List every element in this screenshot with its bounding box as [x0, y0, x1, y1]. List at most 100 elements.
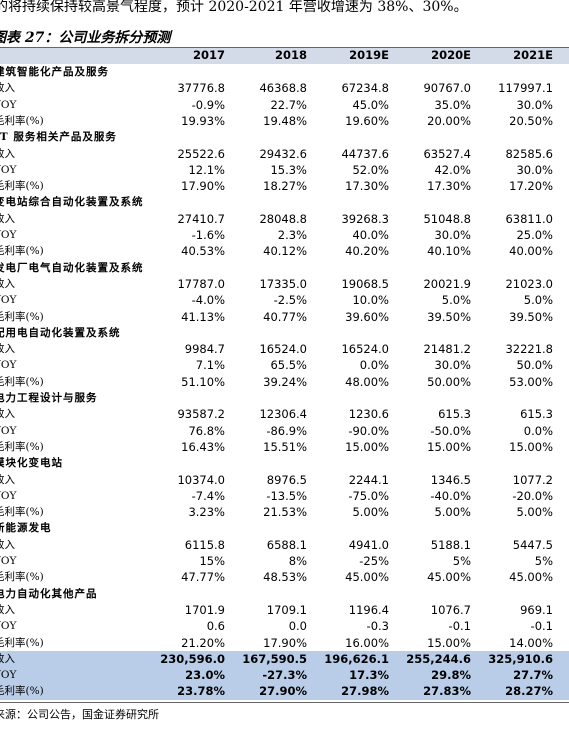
cell-value: 39268.3	[341, 211, 389, 226]
cell-value: 17335.0	[259, 276, 307, 291]
cell-value: 5.00%	[516, 505, 553, 520]
cell-value: 15.00%	[427, 635, 471, 650]
row-label: 收入	[0, 603, 15, 616]
row-label: 毛利率(%)	[0, 375, 44, 388]
cell-value: 5447.5	[512, 537, 553, 552]
cell-value: 27.83%	[423, 684, 471, 699]
row-label: YOY	[0, 294, 17, 307]
column-header: 2020E	[431, 48, 471, 62]
row-label: 毛利率(%)	[0, 114, 44, 127]
cell-value: 1701.9	[184, 602, 225, 617]
cell-value: -40.0%	[430, 488, 471, 503]
column-header: 2021E	[513, 48, 553, 62]
table-title: 图表 27：公司业务拆分预测	[0, 30, 171, 46]
cell-value: 45.00%	[427, 570, 471, 585]
total-band	[0, 650, 569, 700]
cell-value: 52.0%	[352, 162, 389, 177]
row-label: YOY	[0, 359, 17, 372]
cell-value: 10374.0	[177, 472, 225, 487]
cell-value: 42.0%	[434, 162, 471, 177]
cell-value: -50.0%	[430, 423, 471, 438]
cell-value: 16.00%	[345, 635, 389, 650]
cell-value: 15.51%	[263, 439, 307, 454]
cell-value: -27.3%	[262, 668, 307, 683]
cell-value: 27.7%	[513, 668, 553, 683]
row-label: 毛利率(%)	[0, 636, 44, 649]
cell-value: 10.0%	[352, 293, 389, 308]
section-title: 配用电自动化装置及系统	[0, 326, 121, 339]
cell-value: 22.7%	[270, 97, 307, 112]
cell-value: 39.60%	[345, 309, 389, 324]
cell-value: 40.77%	[263, 309, 307, 324]
cell-value: 969.1	[520, 602, 553, 617]
cell-value: 1076.7	[430, 602, 471, 617]
row-label: YOY	[0, 163, 17, 176]
cell-value: 15.00%	[509, 439, 553, 454]
row-label: 毛利率(%)	[0, 506, 44, 519]
cell-value: 23.78%	[177, 684, 225, 699]
cell-value: 1196.4	[348, 602, 389, 617]
cell-value: 32221.8	[505, 342, 553, 357]
row-label: 收入	[0, 408, 15, 421]
row-label: 毛利率(%)	[0, 180, 44, 193]
cell-value: -0.3	[366, 619, 389, 634]
cell-value: 2.3%	[277, 228, 307, 242]
cell-value: 20.50%	[509, 113, 553, 128]
cell-value: 51.10%	[181, 374, 225, 389]
cell-value: 255,244.6	[406, 651, 471, 666]
cell-value: 50.00%	[427, 374, 471, 389]
cell-value: 19.60%	[345, 113, 389, 128]
cell-value: 8976.5	[266, 472, 307, 487]
section-title: IT 服务相关产品及服务	[0, 131, 117, 144]
cell-value: 44737.6	[341, 146, 389, 161]
row-label: 收入	[0, 538, 15, 551]
column-header: 2019E	[349, 48, 389, 62]
cell-value: 17.20%	[509, 179, 553, 194]
section-title: 新能源发电	[0, 522, 52, 535]
cell-value: 17.90%	[263, 635, 307, 650]
row-label: 收入	[0, 147, 15, 160]
cell-value: 29.8%	[431, 668, 471, 683]
cell-value: 6115.8	[184, 537, 225, 552]
cell-value: 15.3%	[270, 162, 307, 177]
cell-value: 30.0%	[434, 358, 471, 373]
cell-value: 37776.8	[177, 81, 225, 96]
cell-value: 47.77%	[181, 570, 225, 585]
cell-value: -20.0%	[512, 488, 553, 503]
cell-value: 45.00%	[345, 570, 389, 585]
cell-value: -90.0%	[348, 423, 389, 438]
cell-value: -1.6%	[191, 228, 225, 242]
cell-value: 82585.6	[505, 146, 553, 161]
cell-value: 117997.1	[498, 81, 553, 96]
column-header: 2018	[274, 48, 307, 62]
cell-value: 35.0%	[434, 97, 471, 112]
cell-value: 40.12%	[263, 244, 307, 259]
cell-value: 17.90%	[181, 179, 225, 194]
cell-value: 0.0%	[359, 358, 389, 373]
cell-value: -75.0%	[348, 488, 389, 503]
intro-text: 的将持续保持较高景气程度，预计 2020-2021 年营收增速为 38%、30%…	[0, 0, 468, 15]
cell-value: 2244.1	[348, 472, 389, 487]
cell-value: 5188.1	[430, 537, 471, 552]
row-label: YOY	[0, 98, 17, 111]
cell-value: 63527.4	[423, 146, 471, 161]
cell-value: 5%	[452, 554, 471, 568]
cell-value: 46368.8	[259, 81, 307, 96]
cell-value: 90767.0	[423, 81, 471, 96]
bottom-rule	[0, 701, 569, 703]
cell-value: 19.93%	[181, 113, 225, 128]
cell-value: 63811.0	[505, 211, 553, 226]
cell-value: 53.00%	[509, 374, 553, 389]
cell-value: 17.30%	[345, 179, 389, 194]
row-label: 收入	[0, 652, 15, 665]
cell-value: 16524.0	[259, 342, 307, 357]
cell-value: 29432.6	[259, 146, 307, 161]
row-label: 毛利率(%)	[0, 440, 44, 453]
cell-value: 17787.0	[177, 276, 225, 291]
section-title: 电力自动化其他产品	[0, 587, 98, 600]
row-label: 毛利率(%)	[0, 571, 44, 584]
cell-value: 25.0%	[516, 228, 553, 242]
cell-value: 39.50%	[509, 309, 553, 324]
cell-value: 30.0%	[434, 228, 471, 242]
row-label: YOY	[0, 555, 17, 567]
